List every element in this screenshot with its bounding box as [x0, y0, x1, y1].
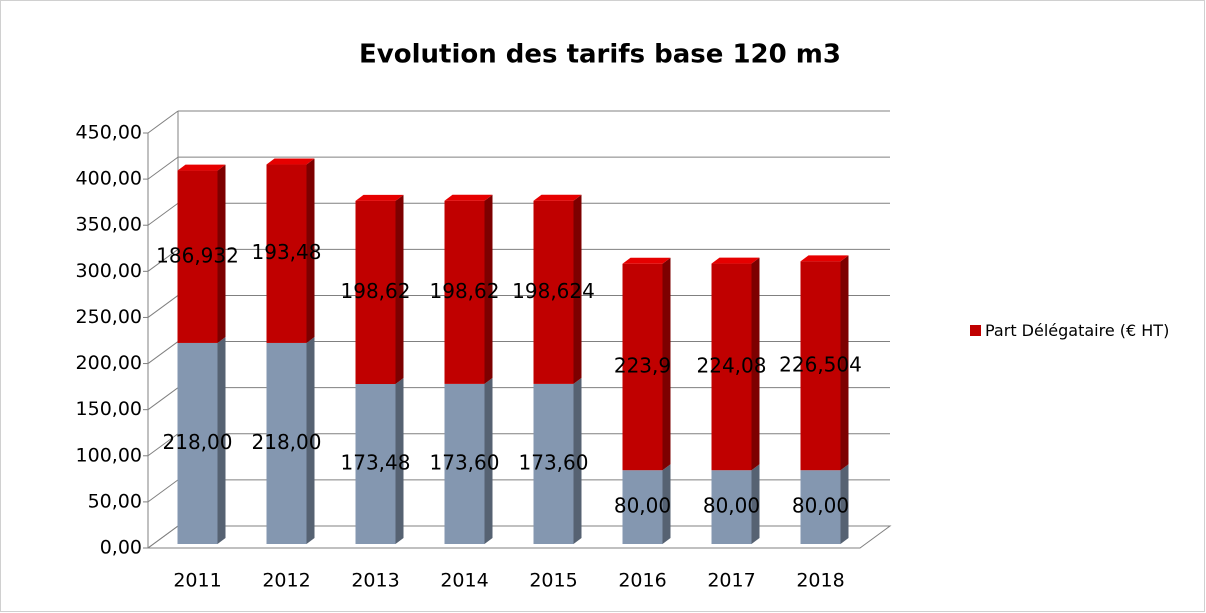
bar — [622, 470, 663, 544]
bar — [711, 263, 752, 471]
data-label: 173,60 — [519, 450, 589, 474]
data-label: 218,00 — [163, 430, 233, 454]
y-tick-label: 400,00 — [76, 168, 142, 190]
bar — [266, 342, 307, 544]
data-label: 223,9 — [614, 353, 671, 377]
legend-item: Part Délégataire (€ HT) — [970, 320, 1170, 342]
depth-line — [147, 387, 179, 411]
bar-top — [355, 194, 404, 201]
data-label: 173,60 — [430, 450, 500, 474]
legend-label: Part Délégataire (€ HT) — [985, 321, 1170, 340]
bar-side — [395, 378, 404, 544]
bar-side — [840, 255, 849, 471]
bar-side — [484, 377, 493, 544]
depth-line — [147, 479, 179, 503]
y-tick-label: 50,00 — [88, 490, 142, 512]
data-label: 80,00 — [614, 494, 671, 518]
bar-side — [306, 158, 315, 343]
legend: Part Délégataire (€ HT) — [970, 320, 1170, 342]
bar-side — [751, 257, 760, 471]
chart-title: Evolution des tarifs base 120 m3 — [359, 40, 841, 70]
bar-side — [217, 336, 226, 544]
data-label: 173,48 — [341, 451, 411, 475]
bar — [177, 170, 218, 343]
y-tick-label: 350,00 — [76, 214, 142, 236]
bar — [711, 470, 752, 544]
bar — [533, 383, 574, 544]
data-label: 198,624 — [512, 279, 595, 303]
x-tick-label: 2018 — [796, 570, 844, 592]
bar-side — [573, 377, 582, 544]
legend-swatch — [970, 325, 981, 336]
y-tick-label: 0,00 — [100, 537, 142, 559]
data-label: 80,00 — [792, 494, 849, 518]
x-tick-label: 2016 — [618, 570, 666, 592]
data-label: 226,504 — [779, 352, 862, 376]
y-tick-label: 300,00 — [76, 260, 142, 282]
depth-line — [147, 525, 179, 549]
bar-top — [444, 194, 493, 201]
bar-side — [395, 194, 404, 385]
bar-top — [800, 255, 849, 262]
data-label: 218,00 — [252, 430, 322, 454]
bar-side — [484, 194, 493, 384]
bar-side — [662, 257, 671, 471]
bar-top — [622, 257, 671, 264]
x-tick-label: 2017 — [707, 570, 755, 592]
bar-side — [306, 336, 315, 544]
y-tick-label: 250,00 — [76, 306, 142, 328]
x-tick-label: 2013 — [351, 570, 399, 592]
bar — [355, 384, 396, 544]
bar — [800, 470, 841, 544]
data-label: 198,62 — [430, 279, 500, 303]
bar-side — [217, 164, 226, 343]
bar — [266, 164, 307, 343]
x-tick-label: 2014 — [440, 570, 488, 592]
depth-line — [147, 341, 179, 364]
bar-top — [533, 194, 582, 201]
depth-line — [147, 295, 179, 318]
bar — [177, 342, 218, 544]
data-label: 198,62 — [341, 279, 411, 303]
y-tick-label: 200,00 — [76, 352, 142, 374]
data-label: 186,932 — [156, 243, 239, 267]
bar-side — [751, 464, 760, 544]
depth-line — [147, 156, 179, 180]
x-tick-label: 2015 — [529, 570, 577, 592]
bar-side — [662, 464, 671, 544]
bar — [355, 200, 396, 385]
x-tick-label: 2011 — [173, 570, 221, 592]
depth-line — [147, 433, 179, 457]
bar — [533, 200, 574, 384]
bar-side — [840, 464, 849, 544]
y-tick-label: 450,00 — [76, 122, 142, 144]
depth-line — [147, 202, 179, 226]
bar-top — [177, 164, 226, 171]
bar-top — [711, 257, 760, 264]
data-label: 80,00 — [703, 494, 760, 518]
bar — [444, 200, 485, 384]
bar — [622, 263, 663, 471]
bar-side — [573, 194, 582, 384]
x-tick-label: 2012 — [262, 570, 310, 592]
depth-line — [147, 110, 179, 134]
data-label: 224,08 — [697, 353, 767, 377]
y-tick-label: 150,00 — [76, 398, 142, 420]
bar-top — [266, 158, 315, 165]
bar — [444, 383, 485, 544]
bar — [800, 261, 841, 471]
data-label: 193,48 — [252, 240, 322, 264]
depth-line — [147, 248, 179, 272]
y-tick-label: 100,00 — [76, 444, 142, 466]
